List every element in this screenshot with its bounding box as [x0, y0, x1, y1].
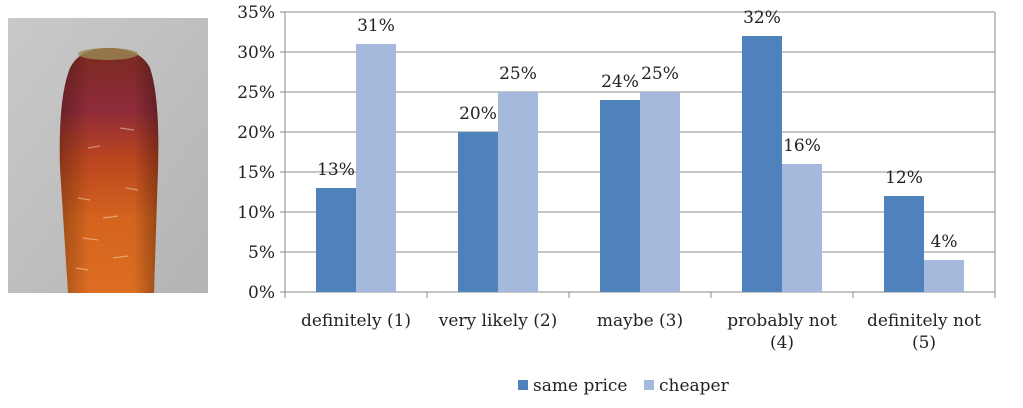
x-tick-label: probably not: [727, 311, 837, 331]
carrot-photo: [8, 18, 208, 293]
y-tick-label: 35%: [237, 3, 275, 23]
bars: [316, 36, 964, 292]
y-tick-label: 20%: [237, 123, 275, 143]
data-label: 31%: [357, 16, 395, 36]
x-tick-label: maybe (3): [597, 311, 683, 331]
bar-cheaper: [924, 260, 964, 292]
data-label: 20%: [459, 104, 497, 124]
legend-label: cheaper: [659, 376, 730, 396]
bar-cheaper: [498, 92, 538, 292]
bar-chart: 0%5%10%15%20%25%30%35% 13%20%24%32%12%31…: [237, 3, 996, 396]
data-label: 13%: [317, 160, 355, 180]
y-tick-label: 30%: [237, 43, 275, 63]
bar-cheaper: [782, 164, 822, 292]
bar-same-price: [316, 188, 356, 292]
x-tick-label: (4): [770, 333, 794, 353]
data-label: 24%: [601, 72, 639, 92]
y-tick-label: 10%: [237, 203, 275, 223]
data-label: 12%: [885, 168, 923, 188]
y-axis-ticks: 0% 5% 10% 15% 20% 25% 30% 35%: [237, 3, 275, 303]
y-tick-label: 25%: [237, 83, 275, 103]
data-label: 25%: [641, 64, 679, 84]
legend-label: same price: [533, 376, 627, 396]
bar-same-price: [458, 132, 498, 292]
bar-same-price: [742, 36, 782, 292]
y-tick-label: 5%: [248, 243, 275, 263]
bar-cheaper: [640, 92, 680, 292]
x-axis-labels: definitely (1) very likely (2) maybe (3) pr…: [301, 311, 981, 353]
data-label: 25%: [499, 64, 537, 84]
legend-swatch: [644, 380, 654, 390]
bar-cheaper: [356, 44, 396, 292]
x-tick-label: definitely (1): [301, 311, 411, 331]
data-label: 32%: [743, 8, 781, 28]
bar-same-price: [884, 196, 924, 292]
x-tick-label: definitely not: [867, 311, 981, 331]
data-label: 16%: [783, 136, 821, 156]
y-tick-label: 0%: [248, 283, 275, 303]
y-tick-label: 15%: [237, 163, 275, 183]
x-tick-label: (5): [912, 333, 936, 353]
x-tick-label: very likely (2): [438, 311, 558, 331]
data-label: 4%: [931, 232, 958, 252]
bar-same-price: [600, 100, 640, 292]
legend: same price cheaper: [518, 376, 730, 396]
data-labels: 13% 20% 24% 32% 12% 31% 25% 25% 16% 4%: [317, 8, 957, 252]
legend-swatch: [518, 380, 528, 390]
